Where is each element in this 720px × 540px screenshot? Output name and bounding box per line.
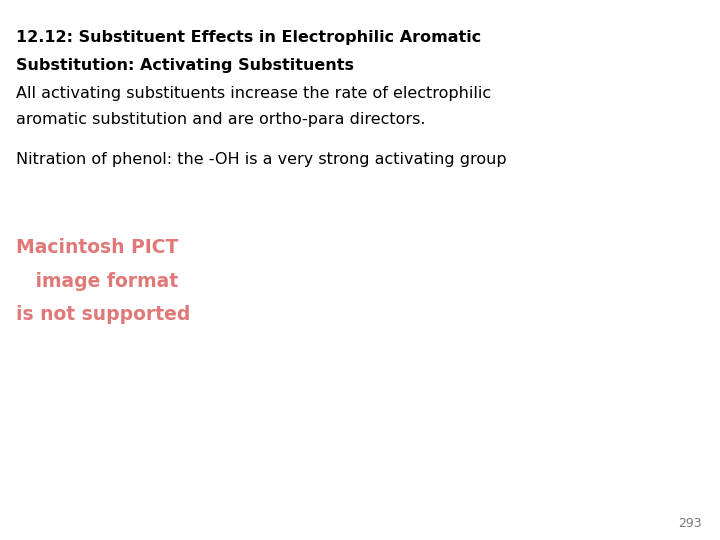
Text: Nitration of phenol: the -OH is a very strong activating group: Nitration of phenol: the -OH is a very s… [16, 152, 506, 167]
Text: is not supported: is not supported [16, 305, 190, 324]
Text: 293: 293 [678, 517, 702, 530]
Text: image format: image format [16, 272, 178, 291]
Text: Substitution: Activating Substituents: Substitution: Activating Substituents [16, 58, 354, 73]
Text: 12.12: Substituent Effects in Electrophilic Aromatic: 12.12: Substituent Effects in Electrophi… [16, 30, 481, 45]
Text: All activating substituents increase the rate of electrophilic: All activating substituents increase the… [16, 86, 491, 102]
Text: Macintosh PICT: Macintosh PICT [16, 238, 179, 256]
Text: aromatic substitution and are ortho-para directors.: aromatic substitution and are ortho-para… [16, 112, 426, 127]
